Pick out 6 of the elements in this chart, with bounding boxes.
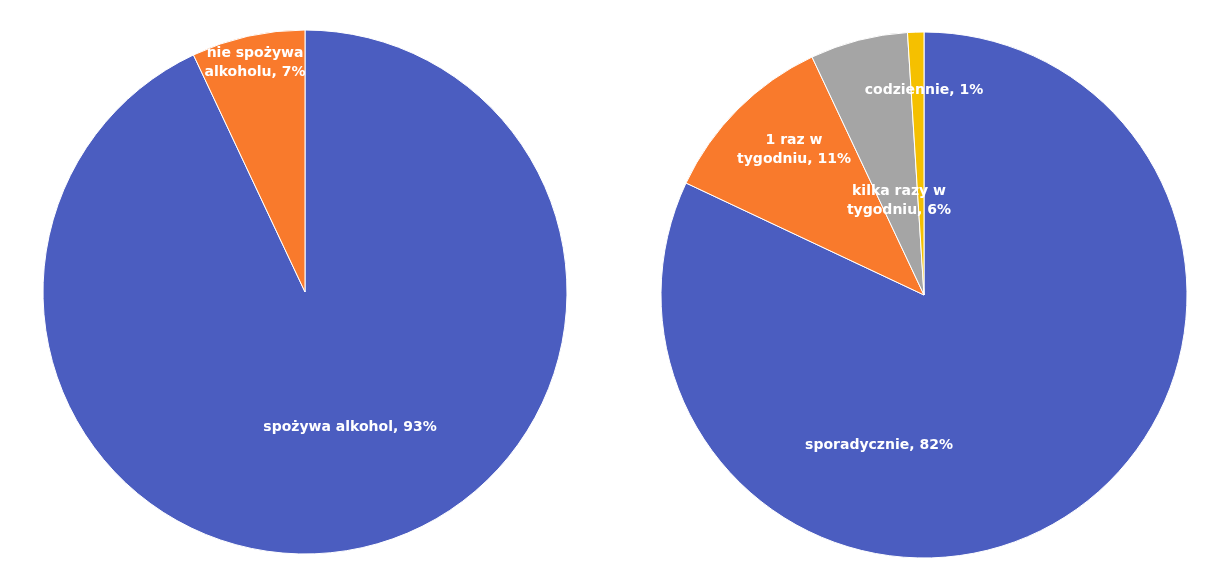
slice-label: spożywa alkohol, 93%: [263, 418, 437, 434]
slice-label: 1 raz w tygodniu, 11%: [737, 130, 851, 166]
pie-slice: [42, 29, 568, 555]
slice-label: sporadycznie, 82%: [805, 436, 953, 452]
slice-label: nie spożywa alkoholu, 7%: [204, 43, 306, 79]
pie-slice: [660, 31, 1188, 559]
